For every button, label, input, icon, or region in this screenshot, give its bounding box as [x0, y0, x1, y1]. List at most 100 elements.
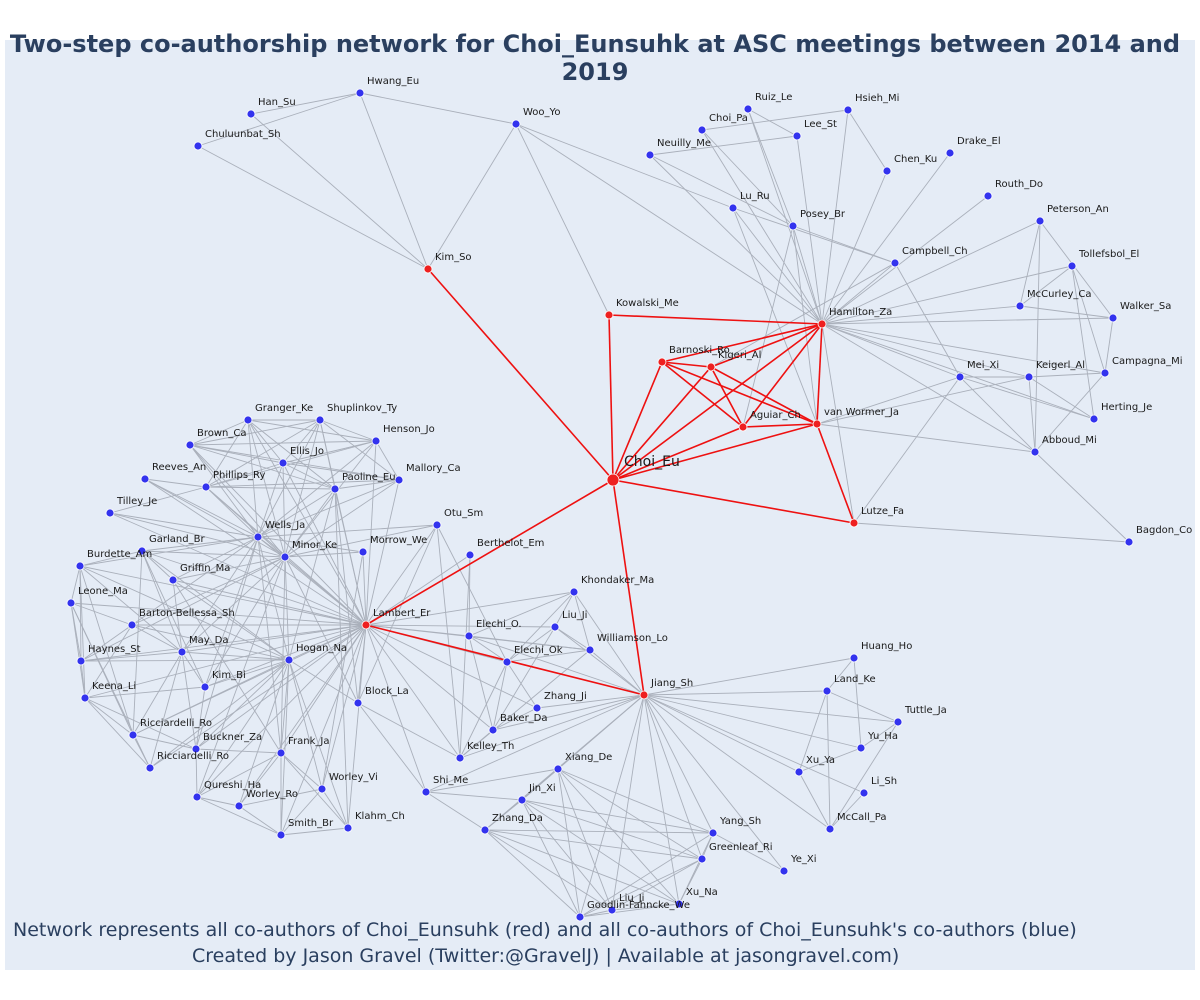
second-step-node[interactable] [193, 141, 203, 151]
second-step-node[interactable] [674, 899, 684, 909]
second-step-node[interactable] [1035, 216, 1045, 226]
second-step-node[interactable] [1024, 372, 1034, 382]
second-step-node[interactable] [585, 645, 595, 655]
second-step-node[interactable] [278, 458, 288, 468]
second-step-node[interactable] [355, 88, 365, 98]
coauthor-node[interactable] [849, 518, 859, 528]
second-step-node[interactable] [105, 508, 115, 518]
second-step-node[interactable] [550, 622, 560, 632]
second-step-node[interactable] [371, 436, 381, 446]
second-step-node[interactable] [743, 104, 753, 114]
coauthor-node[interactable] [706, 362, 716, 372]
second-step-node[interactable] [1108, 313, 1118, 323]
second-step-node[interactable] [76, 656, 86, 666]
second-step-node[interactable] [779, 866, 789, 876]
coauthor-node[interactable] [361, 620, 371, 630]
second-step-node[interactable] [488, 725, 498, 735]
coauthor-node[interactable] [604, 310, 614, 320]
second-step-node[interactable] [1089, 414, 1099, 424]
second-step-node[interactable] [983, 191, 993, 201]
second-step-node[interactable] [185, 440, 195, 450]
second-step-node[interactable] [882, 166, 892, 176]
second-step-node[interactable] [517, 795, 527, 805]
second-step-node[interactable] [253, 532, 263, 542]
second-step-node[interactable] [243, 415, 253, 425]
second-step-node[interactable] [330, 484, 340, 494]
second-step-node[interactable] [607, 905, 617, 915]
second-step-node[interactable] [284, 655, 294, 665]
second-step-node[interactable] [276, 748, 286, 758]
second-step-node[interactable] [343, 823, 353, 833]
coauthor-node[interactable] [738, 422, 748, 432]
second-step-node[interactable] [1015, 301, 1025, 311]
center-node[interactable] [606, 473, 620, 487]
second-step-node[interactable] [893, 717, 903, 727]
second-step-node[interactable] [532, 703, 542, 713]
second-step-node[interactable] [645, 150, 655, 160]
second-step-node[interactable] [1030, 447, 1040, 457]
second-step-node[interactable] [177, 647, 187, 657]
second-step-node[interactable] [140, 474, 150, 484]
second-step-node[interactable] [127, 620, 137, 630]
second-step-node[interactable] [246, 109, 256, 119]
second-step-node[interactable] [315, 415, 325, 425]
second-step-node[interactable] [859, 788, 869, 798]
second-step-node[interactable] [137, 546, 147, 556]
second-step-node[interactable] [75, 561, 85, 571]
second-step-node[interactable] [792, 131, 802, 141]
second-step-node[interactable] [708, 828, 718, 838]
second-step-node[interactable] [465, 550, 475, 560]
second-step-node[interactable] [553, 764, 563, 774]
coauthor-node[interactable] [423, 264, 433, 274]
second-step-node[interactable] [394, 475, 404, 485]
second-step-node[interactable] [201, 482, 211, 492]
second-step-node[interactable] [66, 598, 76, 608]
second-step-node[interactable] [168, 575, 178, 585]
coauthor-edge-layer [365, 268, 855, 696]
second-step-node[interactable] [575, 912, 585, 922]
coauthor-edge [608, 314, 823, 325]
second-step-node[interactable] [358, 547, 368, 557]
second-step-node[interactable] [856, 743, 866, 753]
second-step-node[interactable] [1124, 537, 1134, 547]
second-step-node[interactable] [280, 552, 290, 562]
node-label: Tuttle_Ja [904, 705, 947, 716]
second-step-node[interactable] [890, 258, 900, 268]
second-step-node[interactable] [353, 698, 363, 708]
second-step-node[interactable] [1100, 368, 1110, 378]
second-step-node[interactable] [276, 830, 286, 840]
second-step-node[interactable] [1067, 261, 1077, 271]
second-step-node[interactable] [788, 221, 798, 231]
second-step-node[interactable] [843, 105, 853, 115]
caption-line-1: Network represents all co-authors of Cho… [13, 919, 1077, 941]
coauthor-node[interactable] [657, 357, 667, 367]
second-step-node[interactable] [849, 653, 859, 663]
second-step-node[interactable] [569, 587, 579, 597]
second-step-node[interactable] [825, 824, 835, 834]
second-step-node[interactable] [128, 730, 138, 740]
second-step-node[interactable] [464, 631, 474, 641]
second-step-node[interactable] [697, 125, 707, 135]
coauthor-node[interactable] [817, 319, 827, 329]
second-step-node[interactable] [502, 657, 512, 667]
second-step-node[interactable] [192, 792, 202, 802]
second-step-node[interactable] [480, 825, 490, 835]
second-step-node[interactable] [234, 801, 244, 811]
coauthor-node[interactable] [812, 419, 822, 429]
second-step-node[interactable] [455, 753, 465, 763]
second-step-node[interactable] [317, 784, 327, 794]
second-step-node[interactable] [200, 682, 210, 692]
second-step-node[interactable] [432, 520, 442, 530]
second-step-node[interactable] [145, 763, 155, 773]
second-step-node[interactable] [822, 686, 832, 696]
second-step-node[interactable] [794, 767, 804, 777]
coauthor-node[interactable] [639, 690, 649, 700]
second-step-node[interactable] [697, 854, 707, 864]
second-step-node[interactable] [511, 119, 521, 129]
second-step-node[interactable] [955, 372, 965, 382]
second-step-node[interactable] [421, 787, 431, 797]
second-step-node[interactable] [80, 693, 90, 703]
second-step-node[interactable] [945, 148, 955, 158]
second-step-node[interactable] [728, 203, 738, 213]
second-step-node[interactable] [191, 744, 201, 754]
